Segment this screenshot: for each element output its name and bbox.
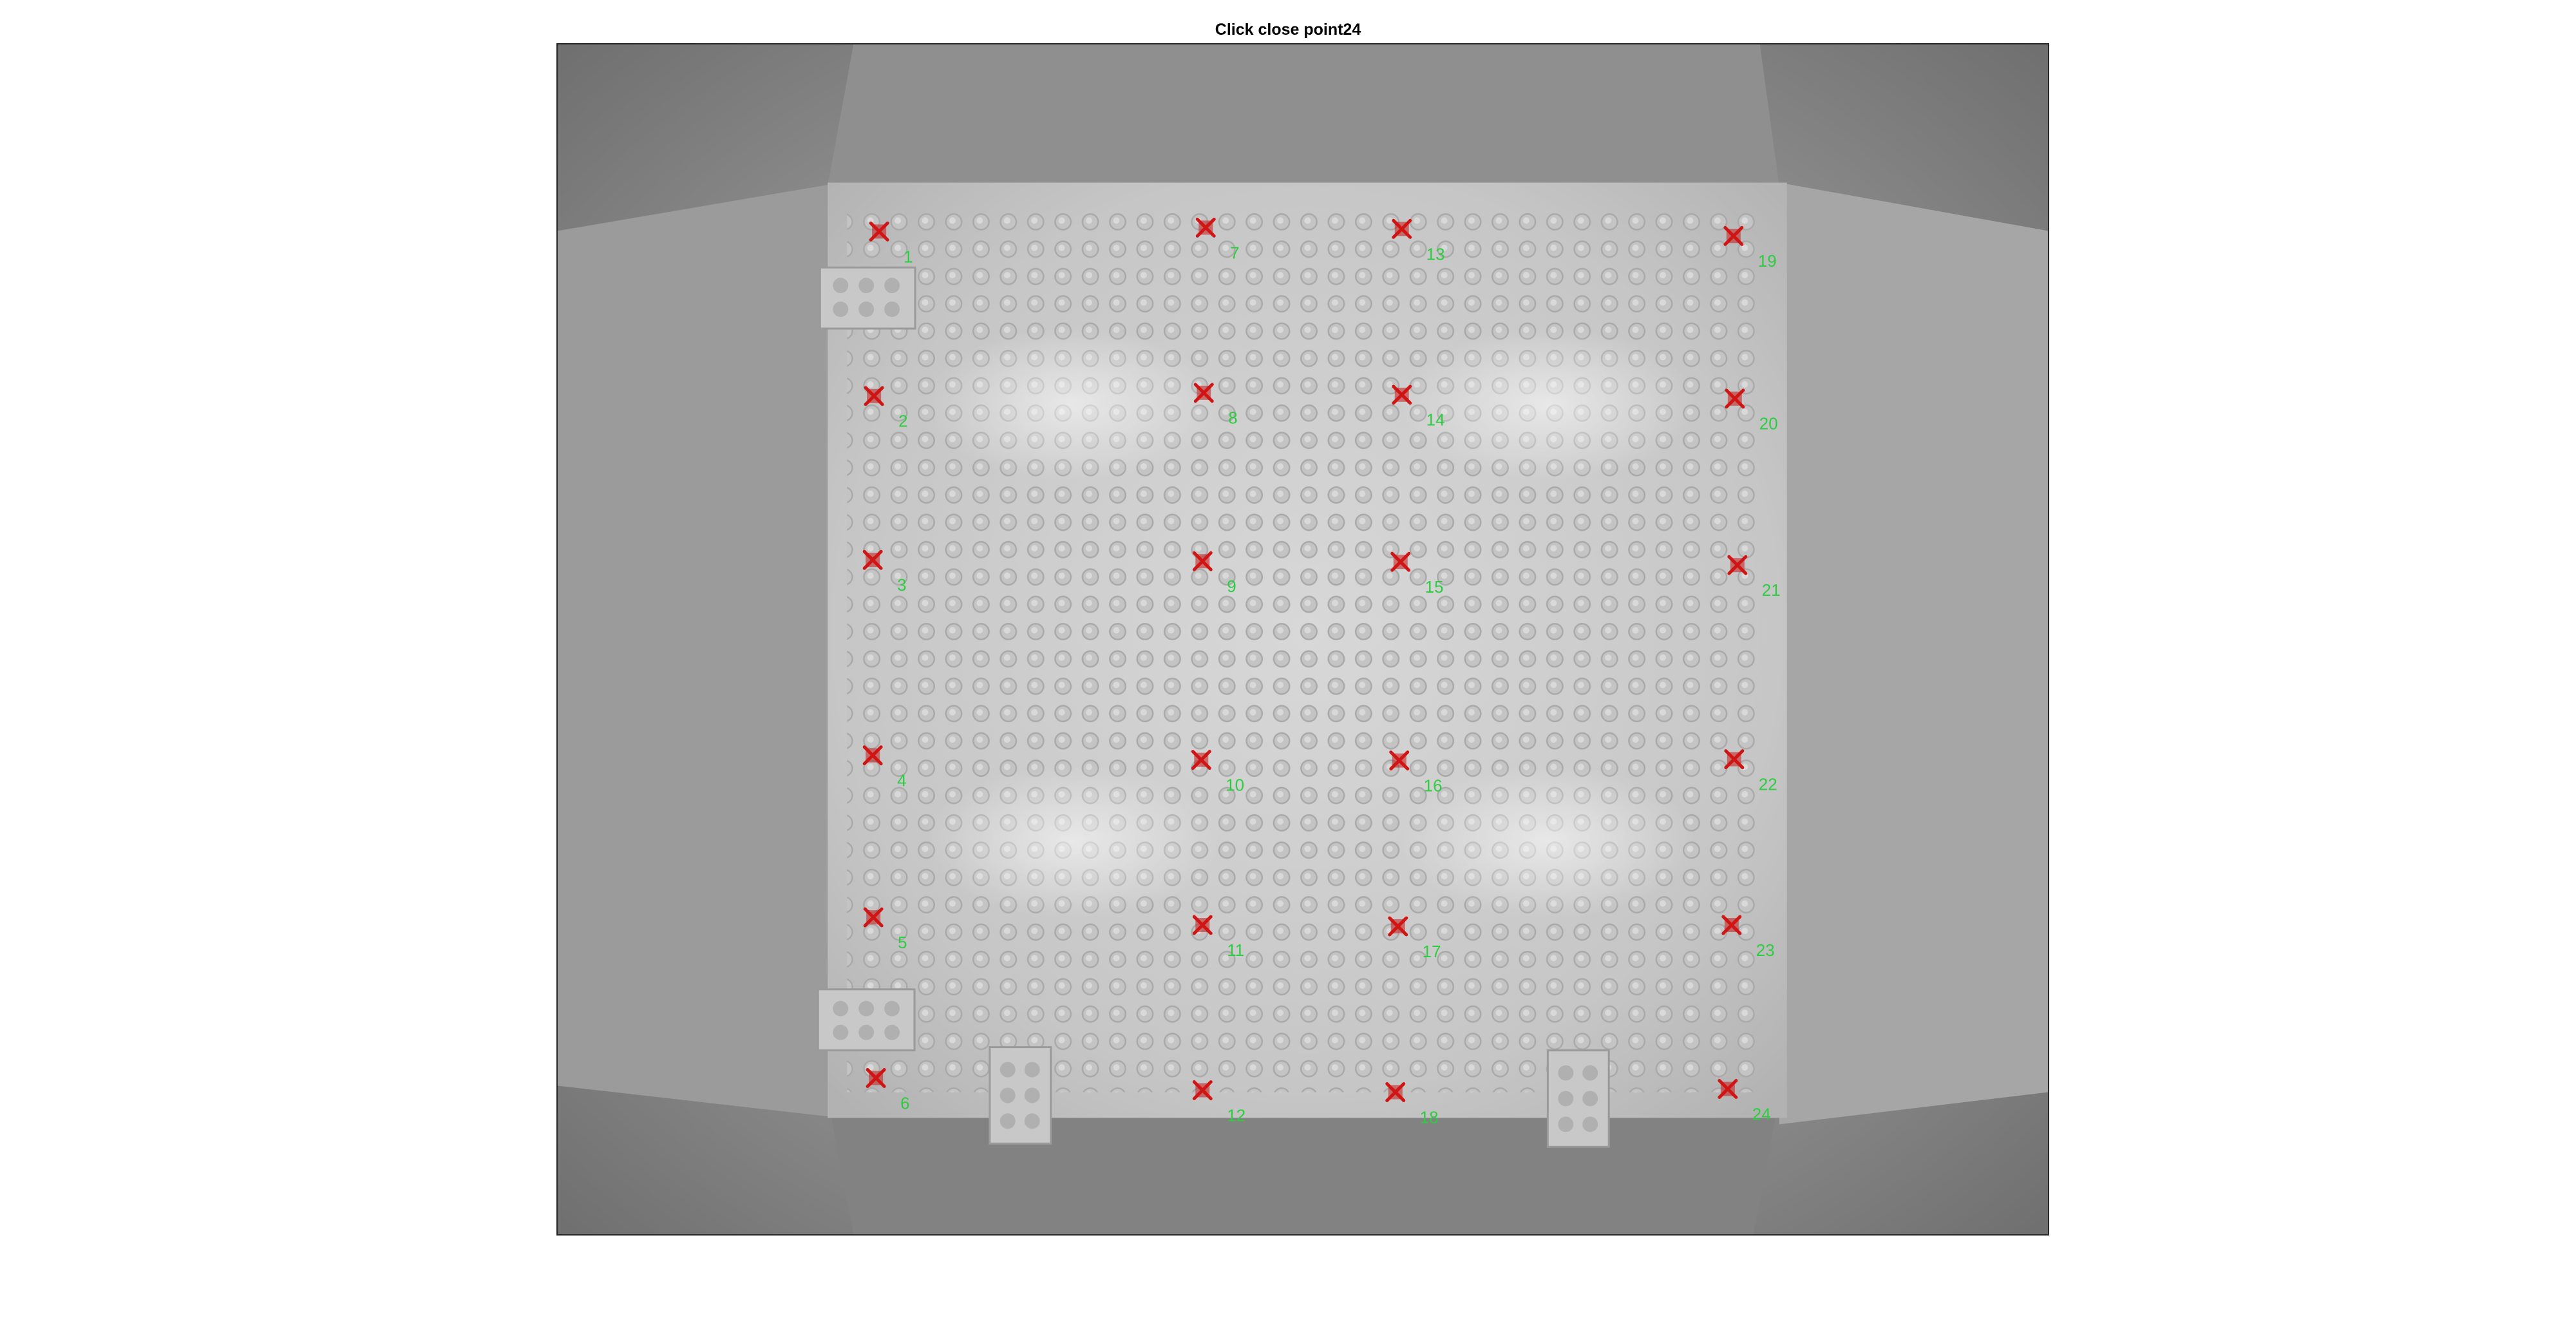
point-label: 17 [1423,943,1441,961]
point-label: 10 [1226,776,1244,794]
lego-brick [989,1046,1052,1145]
x-marker-icon [1191,750,1211,770]
x-marker-icon [1193,383,1214,403]
x-marker-icon [1192,915,1213,935]
point-label: 9 [1227,578,1236,596]
x-marker-icon [1392,218,1412,239]
box-wall-left [558,182,841,1118]
point-label: 23 [1756,942,1775,960]
x-marker-icon [1727,555,1748,575]
point-label: 8 [1228,410,1237,428]
point-label: 24 [1752,1105,1771,1123]
point-label: 4 [897,772,906,790]
point-label: 2 [898,413,907,431]
x-marker-icon [1195,217,1216,238]
light-glare [924,764,1220,919]
point-label: 11 [1227,942,1244,960]
x-marker-icon [1724,749,1745,770]
x-marker-icon [1392,385,1412,405]
x-marker-icon [1385,1082,1406,1102]
x-marker-icon [1192,551,1213,571]
point-label: 21 [1762,582,1781,600]
light-glare [1399,764,1696,919]
x-marker-icon [866,1068,886,1088]
x-marker-icon [1723,225,1744,246]
light-glare [924,327,1220,482]
x-marker-icon [869,221,889,242]
point-label: 15 [1425,578,1444,596]
lego-brick [1546,1049,1610,1148]
light-glare [1399,327,1696,482]
point-label: 6 [900,1094,909,1112]
x-marker-icon [1390,551,1411,572]
x-marker-icon [1725,388,1745,409]
lego-brick [819,266,916,330]
box-wall-right [1779,182,2048,1125]
x-marker-icon [1388,916,1408,937]
point-label: 12 [1227,1107,1245,1125]
lego-brick [817,988,916,1052]
point-label: 5 [898,934,907,952]
box-wall-bottom [828,1098,1779,1234]
point-label: 13 [1426,245,1445,263]
x-marker-icon [864,386,884,406]
point-label: 19 [1758,253,1777,271]
x-marker-icon [1192,1080,1213,1100]
box-wall-top [828,44,1779,186]
x-marker-icon [1389,750,1410,771]
x-marker-icon [1718,1079,1738,1099]
point-label: 18 [1420,1109,1439,1127]
point-label: 14 [1426,412,1445,430]
x-marker-icon [862,745,883,766]
point-label: 3 [897,577,906,595]
point-label: 7 [1230,244,1239,262]
x-marker-icon [862,549,883,570]
x-marker-icon [863,907,884,928]
figure-title: Click close point24 [1215,21,1361,39]
point-label: 20 [1759,415,1778,434]
image-axes[interactable]: 1 2 3 4 5 6 7 8 9 10 11 12 13 14 15 16 17 18 19 20 21 22 23 24 [556,43,2049,1236]
point-label: 22 [1759,776,1777,794]
point-label: 1 [904,248,913,266]
x-marker-icon [1721,915,1742,935]
point-label: 16 [1424,777,1443,795]
